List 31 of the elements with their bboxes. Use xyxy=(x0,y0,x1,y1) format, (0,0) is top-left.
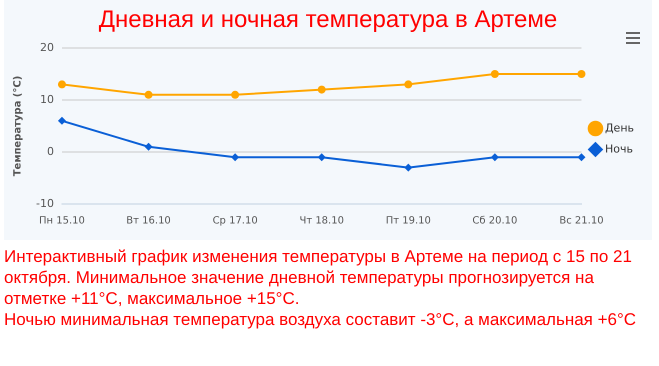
point xyxy=(231,90,240,99)
point xyxy=(404,80,412,88)
point xyxy=(318,153,326,162)
point xyxy=(577,70,586,78)
x-tick-label: Пн 15.10 xyxy=(39,216,85,227)
point xyxy=(144,142,153,151)
text: Интерактивный график изменения температуры в Артеме на период с 15 по 21 октября. Минимальное значение дневной температуры прогнозируется на отметке +11°C, максимальное +15°C. xyxy=(4,246,633,309)
y-tick-label: -10 xyxy=(36,196,54,210)
point xyxy=(58,80,66,88)
point xyxy=(577,153,586,162)
x-tick-label: Вт 16.10 xyxy=(126,216,171,227)
x-tick-label: Пт 19.10 xyxy=(386,216,431,227)
text: Ночью минимальная температура воздуха составит -3°C, а максимальная +6°C xyxy=(4,309,638,330)
legend-label: День xyxy=(604,121,634,134)
x-tick-label: Сб 20.10 xyxy=(472,216,518,227)
point xyxy=(404,164,412,172)
point xyxy=(58,116,66,125)
y-tick-label: 0 xyxy=(46,144,54,158)
point xyxy=(144,90,153,99)
y-tick-label: 10 xyxy=(40,92,54,106)
legend-label: Ночь xyxy=(604,142,633,156)
y-axis-title: Температура (°C) xyxy=(12,76,24,176)
point xyxy=(490,153,499,162)
x-tick-label: Чт 18.10 xyxy=(299,216,344,227)
x-tick-label: Ср 17.10 xyxy=(212,216,258,227)
y-tick-label: 20 xyxy=(40,40,54,54)
chart-title: Дневная и ночная температура в Артеме xyxy=(98,6,558,34)
point xyxy=(231,153,240,162)
point xyxy=(318,86,326,94)
point xyxy=(490,70,499,78)
x-tick-label: Вс 21.10 xyxy=(559,216,604,227)
